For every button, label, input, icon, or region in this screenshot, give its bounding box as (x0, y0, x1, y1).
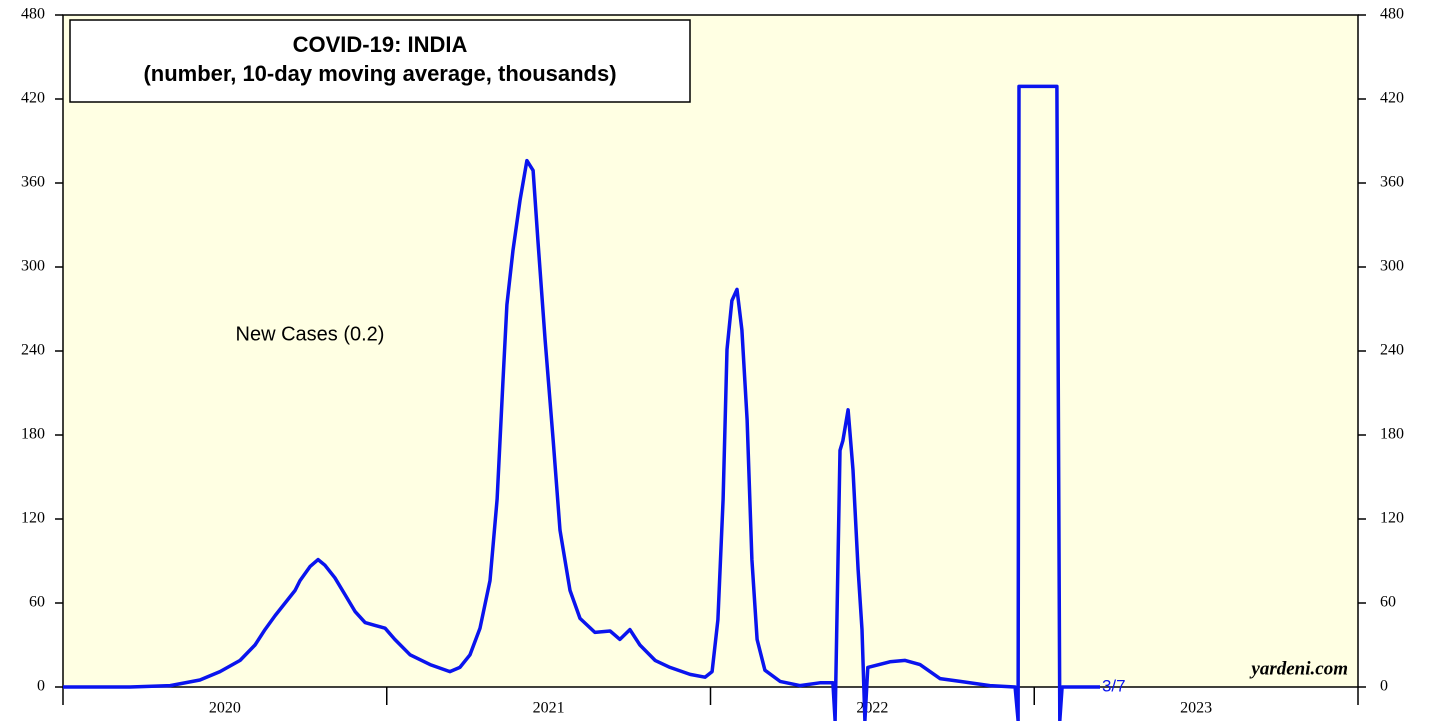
y-tick-label: 420 (21, 90, 45, 107)
y-tick-label: 360 (21, 174, 45, 191)
x-tick-label: 2021 (533, 700, 565, 717)
y2-tick-label: 420 (1380, 90, 1404, 107)
y2-tick-label: 480 (1380, 6, 1404, 23)
y2-tick-label: 180 (1380, 426, 1404, 443)
y-tick-label: 0 (37, 678, 45, 695)
y-tick-label: 480 (21, 6, 45, 23)
y2-tick-label: 300 (1380, 258, 1404, 275)
plot-area (62, 14, 1359, 688)
y-tick-label: 120 (21, 510, 45, 527)
y2-tick-label: 120 (1380, 510, 1404, 527)
chart-title: COVID-19: INDIA (293, 32, 468, 57)
x-tick-label: 2022 (856, 700, 888, 717)
y-tick-label: 300 (21, 258, 45, 275)
series-label: New Cases (0.2) (236, 323, 385, 345)
y2-tick-label: 240 (1380, 342, 1404, 359)
y2-tick-label: 0 (1380, 678, 1388, 695)
source: yardeni.com (1249, 658, 1348, 679)
x-tick-label: 2020 (209, 700, 241, 717)
end-label: 3/7 (1102, 676, 1126, 695)
y2-tick-label: 60 (1380, 594, 1396, 611)
y-tick-label: 180 (21, 426, 45, 443)
y2-tick-label: 360 (1380, 174, 1404, 191)
y-tick-label: 240 (21, 342, 45, 359)
x-tick-label: 2023 (1180, 700, 1212, 717)
y-tick-label: 60 (29, 594, 45, 611)
chart-subtitle: (number, 10-day moving average, thousand… (143, 61, 616, 86)
title-box (69, 19, 691, 103)
series-line (63, 84, 1100, 721)
